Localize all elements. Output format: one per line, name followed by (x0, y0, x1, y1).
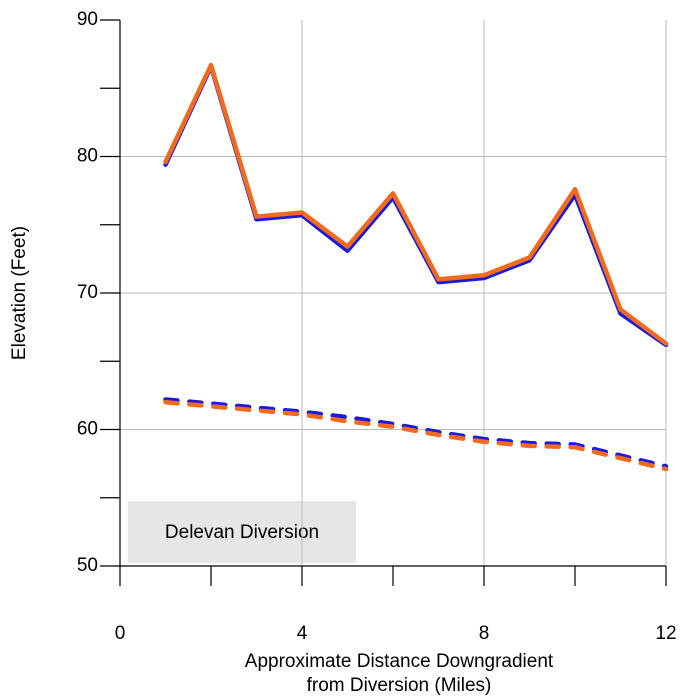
y-tick-label: 90 (77, 9, 98, 30)
x-tick-label: 4 (297, 623, 308, 644)
y-axis-label: Elevation (Feet) (9, 226, 30, 360)
y-tick-label: 70 (77, 282, 98, 303)
annotation: Delevan Diversion (165, 522, 319, 543)
y-tick-label: 80 (77, 146, 98, 167)
x-tick-label: 12 (655, 623, 676, 644)
x-axis-label: Approximate Distance Downgradient (245, 651, 554, 672)
data-line (163, 64, 669, 348)
data-line (163, 62, 669, 346)
data-line (163, 397, 669, 469)
y-tick-label: 50 (77, 555, 98, 576)
x-tick-label: 8 (479, 623, 490, 644)
y-tick-label: 60 (77, 419, 98, 440)
annotation-box (128, 501, 356, 563)
x-axis-label: from Diversion (Miles) (307, 675, 492, 696)
x-tick-label: 0 (115, 623, 126, 644)
data-line (163, 399, 669, 472)
